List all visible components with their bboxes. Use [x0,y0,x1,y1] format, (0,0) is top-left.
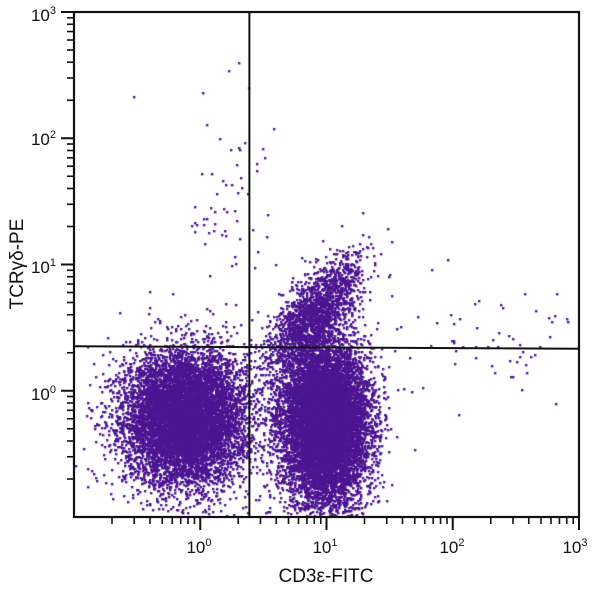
y-axis-title: TCRγδ-PE [7,219,28,310]
y-tick-label-10-3: 103 [31,5,56,25]
plot-frame [72,10,581,519]
x-tick-label-10-2: 102 [439,537,464,557]
y-tick-label-10-0: 100 [31,384,56,404]
y-axis-ticks [61,11,74,480]
x-axis-ticks [111,517,580,530]
x-axis-title: CD3ε-FITC [278,566,373,587]
x-tick-label-10-1: 101 [312,537,337,557]
scatter-dots [74,12,580,517]
y-tick-label-10-1: 101 [31,257,56,277]
x-tick-label-10-0: 100 [186,537,211,557]
quadrant-gate-horizontal [73,345,580,350]
y-tick-label-10-2: 102 [31,129,56,149]
x-tick-label-10-3: 103 [562,537,587,557]
